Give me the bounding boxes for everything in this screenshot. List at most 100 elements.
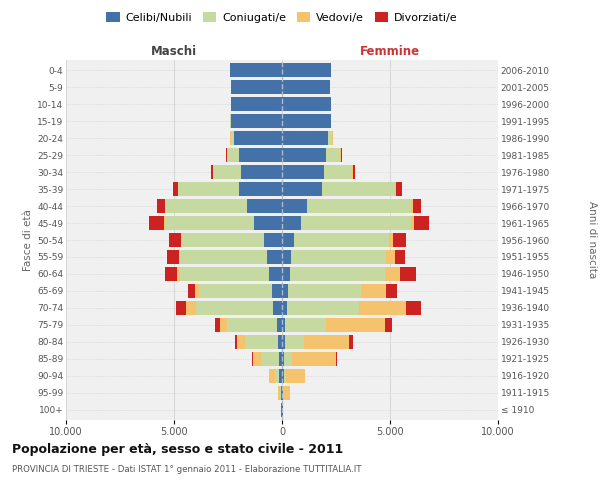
Bar bbox=[272, 284, 282, 298]
Bar bbox=[263, 233, 282, 247]
Bar bbox=[149, 216, 164, 230]
Bar bbox=[353, 165, 355, 179]
Bar bbox=[395, 182, 397, 196]
Bar bbox=[178, 267, 181, 281]
Legend: Celibi/Nubili, Coniugati/e, Vedovi/e, Divorziati/e: Celibi/Nubili, Coniugati/e, Vedovi/e, Di… bbox=[102, 8, 462, 28]
Bar bbox=[181, 267, 269, 281]
Bar bbox=[247, 199, 282, 213]
Bar bbox=[230, 131, 235, 145]
Bar bbox=[385, 318, 392, 332]
Bar bbox=[295, 233, 389, 247]
Bar bbox=[215, 318, 220, 332]
Bar bbox=[199, 284, 272, 298]
Bar bbox=[406, 301, 421, 315]
Bar bbox=[178, 182, 239, 196]
Bar bbox=[254, 216, 282, 230]
Bar bbox=[278, 335, 282, 349]
Bar bbox=[262, 352, 279, 366]
Bar bbox=[252, 352, 253, 366]
Bar bbox=[231, 80, 282, 94]
Bar bbox=[282, 97, 331, 111]
Bar bbox=[211, 165, 213, 179]
Bar bbox=[235, 131, 282, 145]
Bar bbox=[282, 182, 322, 196]
Bar bbox=[287, 301, 359, 315]
Bar bbox=[167, 250, 179, 264]
Bar bbox=[286, 369, 305, 383]
Bar bbox=[282, 114, 331, 128]
Text: Popolazione per età, sesso e stato civile - 2011: Popolazione per età, sesso e stato civil… bbox=[12, 442, 343, 456]
Bar bbox=[188, 284, 195, 298]
Bar bbox=[278, 386, 280, 400]
Text: Femmine: Femmine bbox=[360, 46, 420, 59]
Bar bbox=[245, 335, 278, 349]
Bar bbox=[282, 352, 284, 366]
Bar bbox=[282, 369, 284, 383]
Bar bbox=[326, 318, 385, 332]
Bar bbox=[227, 148, 239, 162]
Bar bbox=[292, 352, 335, 366]
Bar bbox=[231, 97, 282, 111]
Bar bbox=[400, 267, 416, 281]
Bar bbox=[220, 318, 227, 332]
Bar bbox=[411, 216, 414, 230]
Bar bbox=[282, 301, 287, 315]
Bar bbox=[282, 318, 286, 332]
Bar bbox=[284, 369, 286, 383]
Bar bbox=[166, 216, 254, 230]
Bar bbox=[304, 335, 349, 349]
Bar bbox=[386, 284, 397, 298]
Bar bbox=[291, 250, 386, 264]
Bar bbox=[290, 267, 385, 281]
Bar bbox=[230, 63, 282, 77]
Bar bbox=[274, 301, 282, 315]
Bar bbox=[282, 131, 328, 145]
Bar bbox=[286, 318, 326, 332]
Bar bbox=[282, 199, 307, 213]
Bar bbox=[361, 284, 386, 298]
Bar bbox=[281, 403, 282, 417]
Bar bbox=[239, 148, 282, 162]
Bar bbox=[385, 267, 400, 281]
Bar bbox=[165, 267, 178, 281]
Bar bbox=[386, 250, 395, 264]
Bar bbox=[277, 318, 282, 332]
Bar bbox=[157, 199, 164, 213]
Bar bbox=[288, 284, 361, 298]
Bar bbox=[395, 250, 405, 264]
Bar bbox=[182, 233, 263, 247]
Bar bbox=[164, 199, 166, 213]
Bar bbox=[282, 335, 284, 349]
Bar bbox=[414, 216, 428, 230]
Bar bbox=[173, 182, 178, 196]
Bar bbox=[413, 199, 421, 213]
Bar bbox=[284, 352, 292, 366]
Bar bbox=[282, 386, 283, 400]
Bar bbox=[322, 182, 395, 196]
Bar bbox=[307, 199, 410, 213]
Bar bbox=[169, 233, 181, 247]
Bar bbox=[282, 63, 331, 77]
Bar bbox=[187, 301, 196, 315]
Bar bbox=[213, 165, 241, 179]
Text: Maschi: Maschi bbox=[151, 46, 197, 59]
Bar bbox=[349, 335, 353, 349]
Bar bbox=[280, 386, 281, 400]
Bar bbox=[267, 250, 282, 264]
Bar bbox=[176, 301, 187, 315]
Bar bbox=[282, 80, 329, 94]
Bar bbox=[280, 369, 282, 383]
Text: Anni di nascita: Anni di nascita bbox=[587, 202, 597, 278]
Bar bbox=[389, 233, 394, 247]
Bar bbox=[282, 216, 301, 230]
Bar bbox=[275, 369, 280, 383]
Bar bbox=[282, 148, 326, 162]
Bar bbox=[241, 165, 282, 179]
Bar bbox=[283, 386, 284, 400]
Bar bbox=[301, 216, 411, 230]
Bar bbox=[410, 199, 413, 213]
Bar bbox=[181, 233, 182, 247]
Y-axis label: Fasce di età: Fasce di età bbox=[23, 209, 33, 271]
Bar bbox=[269, 369, 275, 383]
Bar bbox=[269, 267, 282, 281]
